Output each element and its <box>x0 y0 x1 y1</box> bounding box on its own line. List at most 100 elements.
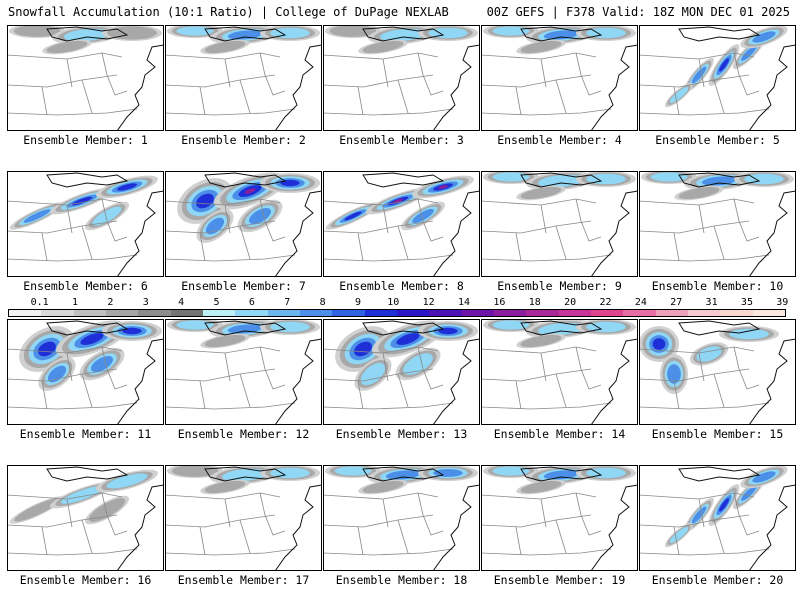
great-lakes-outline <box>46 172 129 188</box>
great-lakes-outline <box>46 26 129 42</box>
ensemble-member-panel[interactable]: Ensemble Member: 7 <box>165 171 322 297</box>
state-boundary <box>481 548 612 556</box>
member-caption: Ensemble Member: 20 <box>651 573 784 587</box>
member-caption: Ensemble Member: 16 <box>19 573 152 587</box>
map-frame <box>639 25 796 131</box>
map-frame <box>7 25 164 131</box>
snow-contour <box>117 183 137 191</box>
great-lakes-outline <box>520 172 603 188</box>
snow-contour <box>752 471 776 483</box>
state-boundary <box>323 198 439 206</box>
map-frame <box>323 171 480 277</box>
great-lakes-outline <box>362 26 445 42</box>
ensemble-member-panel[interactable]: Ensemble Member: 9 <box>481 171 638 297</box>
state-boundary <box>323 254 454 262</box>
state-boundary <box>397 79 409 114</box>
state-boundary <box>239 79 251 114</box>
state-boundary <box>733 346 740 370</box>
snow-contour <box>90 356 114 372</box>
snow-contour <box>344 211 362 221</box>
snow-contour <box>729 328 769 340</box>
state-boundary <box>639 108 770 116</box>
state-boundary <box>738 368 760 390</box>
colorbar-label: 2 <box>107 297 114 308</box>
ensemble-member-panel[interactable]: Ensemble Member: 2 <box>165 25 322 151</box>
ensemble-member-panel[interactable]: Ensemble Member: 15 <box>639 319 796 445</box>
state-boundary <box>481 198 597 206</box>
ensemble-member-panel[interactable]: Ensemble Member: 12 <box>165 319 322 445</box>
state-boundary <box>259 198 266 222</box>
ensemble-member-panel[interactable]: Ensemble Member: 3 <box>323 25 480 151</box>
snowfall-map <box>323 465 480 571</box>
ensemble-member-panel[interactable]: Ensemble Member: 5 <box>639 25 796 151</box>
state-boundary <box>101 198 108 222</box>
member-caption: Ensemble Member: 3 <box>339 133 464 147</box>
ensemble-member-panel[interactable]: Ensemble Member: 4 <box>481 25 638 151</box>
state-boundary <box>81 225 93 260</box>
map-frame <box>481 465 638 571</box>
coastline <box>432 484 480 571</box>
colorbar-label: 14 <box>458 297 471 308</box>
snowfall-map <box>481 465 638 571</box>
snow-contour <box>385 470 421 480</box>
snow-contour <box>412 208 434 224</box>
snow-contour <box>13 25 61 37</box>
great-lakes-outline <box>46 320 129 336</box>
state-boundary <box>422 368 444 390</box>
state-boundary <box>698 58 705 88</box>
state-boundary <box>239 225 251 260</box>
ensemble-member-panel[interactable]: Ensemble Member: 10 <box>639 171 796 297</box>
ensemble-member-panel[interactable]: Ensemble Member: 16 <box>7 465 164 591</box>
state-boundary <box>323 368 434 382</box>
member-caption: Ensemble Member: 2 <box>181 133 306 147</box>
snow-contour <box>667 364 681 384</box>
ensemble-member-panel[interactable]: Ensemble Member: 13 <box>323 319 480 445</box>
state-boundary <box>481 254 612 262</box>
state-boundary <box>382 352 389 382</box>
great-lakes-outline <box>46 466 129 482</box>
snowfall-map <box>323 319 480 425</box>
state-boundary <box>481 514 592 528</box>
colorbar-label: 22 <box>599 297 612 308</box>
map-frame <box>323 25 480 131</box>
member-caption: Ensemble Member: 11 <box>19 427 152 441</box>
colorbar-swatch <box>720 310 753 316</box>
state-boundary <box>555 373 567 408</box>
ensemble-member-panel[interactable]: Ensemble Member: 1 <box>7 25 164 151</box>
ensemble-member-panel[interactable]: Ensemble Member: 8 <box>323 171 480 297</box>
ensemble-member-panel[interactable]: Ensemble Member: 6 <box>7 171 164 297</box>
great-lakes-outline <box>678 466 761 482</box>
state-boundary <box>540 352 547 382</box>
colorbar-swatch <box>623 310 656 316</box>
colorbar-swatches <box>8 309 786 317</box>
ensemble-member-panel[interactable]: Ensemble Member: 18 <box>323 465 480 591</box>
colorbar-label: 0.1 <box>30 297 49 308</box>
snow-contour <box>360 362 386 386</box>
state-boundary <box>481 368 592 382</box>
state-boundary <box>515 86 522 116</box>
ensemble-member-panel[interactable]: Ensemble Member: 14 <box>481 319 638 445</box>
member-caption: Ensemble Member: 19 <box>493 573 626 587</box>
member-caption: Ensemble Member: 1 <box>23 133 148 147</box>
state-boundary <box>165 346 281 354</box>
coastline <box>748 44 796 131</box>
colorbar-label: 35 <box>740 297 753 308</box>
state-boundary <box>382 58 389 88</box>
great-lakes-outline <box>204 320 287 336</box>
state-boundary <box>239 519 251 554</box>
coastline <box>116 44 164 131</box>
ensemble-member-panel[interactable]: Ensemble Member: 17 <box>165 465 322 591</box>
colorbar-label: 5 <box>213 297 220 308</box>
great-lakes-outline <box>678 26 761 42</box>
state-boundary <box>264 220 286 242</box>
map-frame <box>165 319 322 425</box>
ensemble-member-panel[interactable]: Ensemble Member: 11 <box>7 319 164 445</box>
state-boundary <box>639 514 750 528</box>
state-boundary <box>224 352 231 382</box>
snow-contour <box>520 40 562 54</box>
state-boundary <box>7 492 123 500</box>
ensemble-member-panel[interactable]: Ensemble Member: 19 <box>481 465 638 591</box>
coastline <box>116 484 164 571</box>
ensemble-member-panel[interactable]: Ensemble Member: 20 <box>639 465 796 591</box>
snow-contour <box>204 334 246 348</box>
